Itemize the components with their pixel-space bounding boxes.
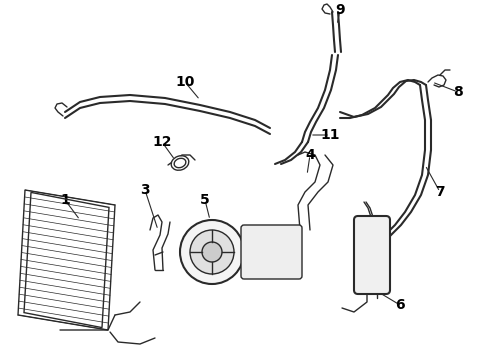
Text: 10: 10: [175, 75, 195, 89]
Text: 6: 6: [395, 298, 405, 312]
Polygon shape: [18, 190, 115, 330]
FancyBboxPatch shape: [241, 225, 302, 279]
Circle shape: [202, 242, 222, 262]
Text: 8: 8: [453, 85, 463, 99]
Text: 7: 7: [435, 185, 445, 199]
Text: 11: 11: [320, 128, 340, 142]
Ellipse shape: [171, 156, 189, 170]
Text: 2: 2: [243, 228, 253, 242]
Text: 5: 5: [200, 193, 210, 207]
Text: 4: 4: [305, 148, 315, 162]
Text: 12: 12: [152, 135, 172, 149]
Circle shape: [180, 220, 244, 284]
Circle shape: [190, 230, 234, 274]
FancyBboxPatch shape: [354, 216, 390, 294]
Text: 3: 3: [140, 183, 150, 197]
Text: 1: 1: [60, 193, 70, 207]
Text: 9: 9: [335, 3, 345, 17]
